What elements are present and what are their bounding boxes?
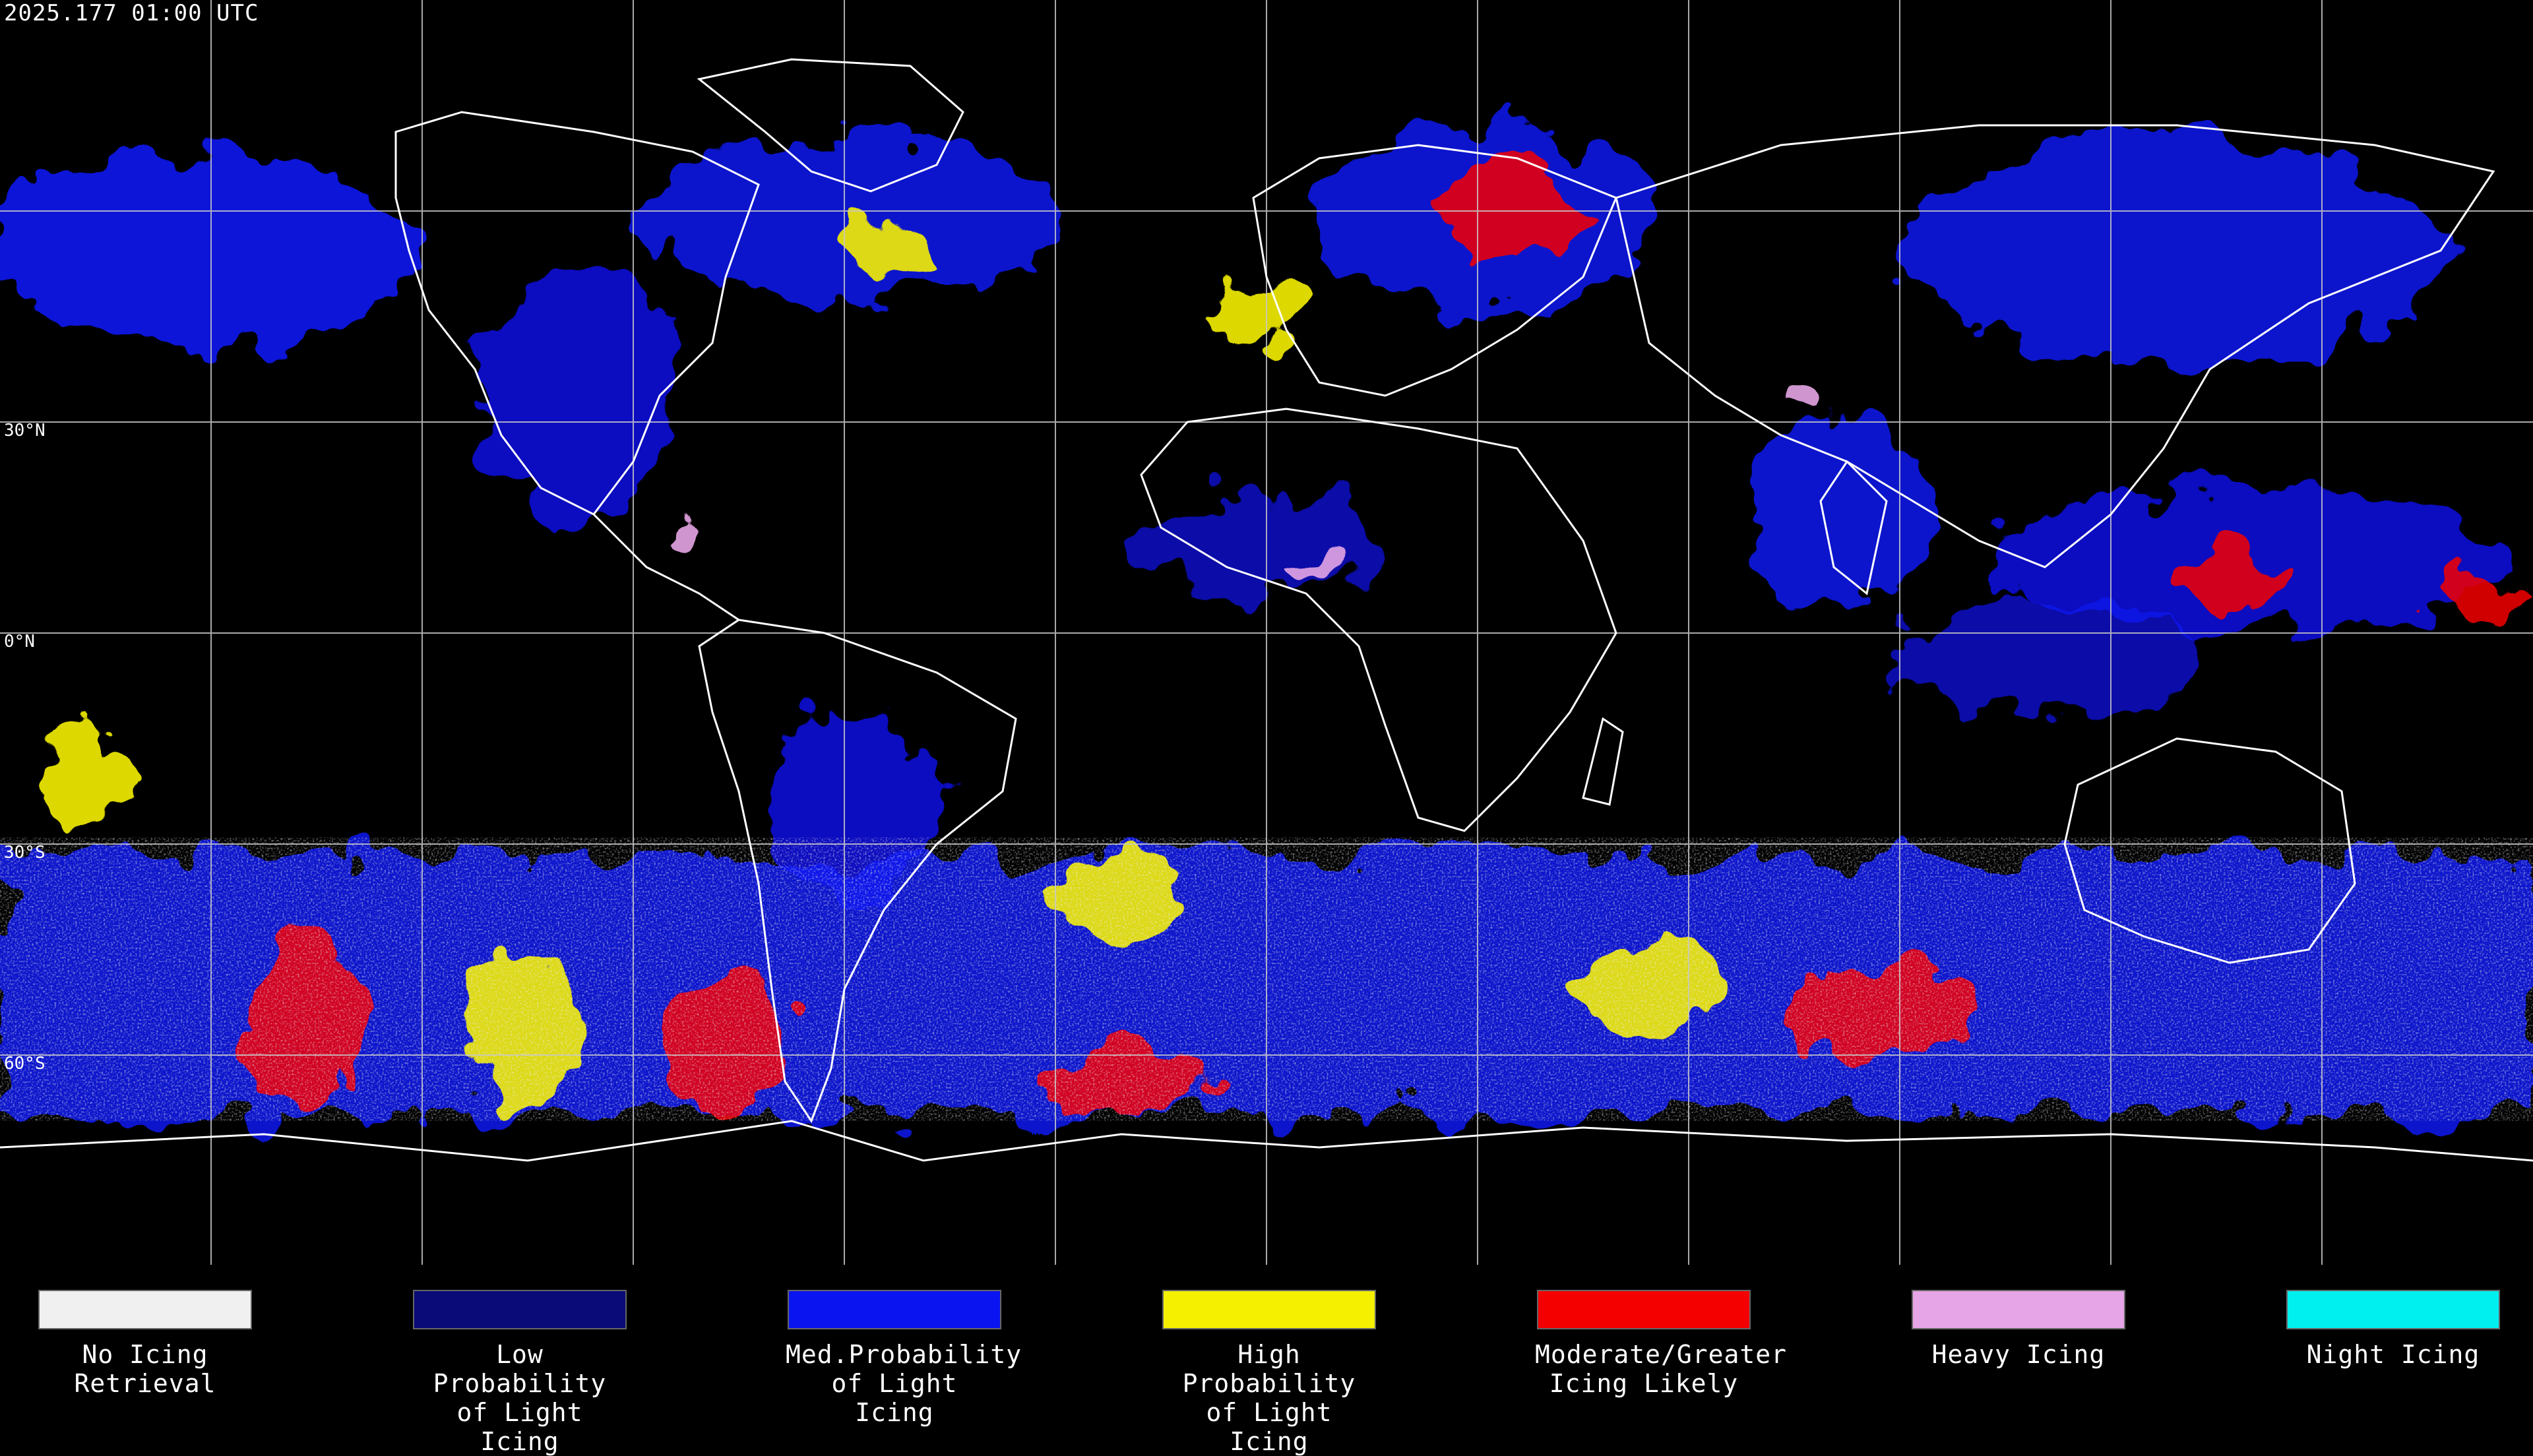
legend-item-low-probability: Low Probability of Light Icing <box>411 1290 629 1456</box>
legend-item-no-icing: No Icing Retrieval <box>36 1290 254 1398</box>
graticule <box>0 0 2533 1265</box>
lat-label-30s: 30°S <box>4 843 46 863</box>
antarctica-coast <box>0 1120 2533 1162</box>
lat-label-30n: 30°N <box>4 421 46 440</box>
europe-coast <box>1252 144 1617 397</box>
legend-item-moderate-greater: Moderate/Greater Icing Likely <box>1535 1290 1788 1398</box>
africa-coast <box>1140 408 1617 832</box>
legend-item-med-probability: Med.Probability of Light Icing <box>786 1290 1022 1427</box>
northern-band <box>0 125 2493 633</box>
madagascar-coast <box>1582 717 1624 806</box>
india-coast <box>1819 460 1888 595</box>
lat-label-0n: 0°N <box>4 632 35 652</box>
legend-item-night-icing: Night Icing <box>2284 1290 2502 1369</box>
lat-label-60s: 60°S <box>4 1054 46 1074</box>
legend-swatch <box>788 1290 1001 1329</box>
legend-swatch <box>413 1290 627 1329</box>
legend-label: Low Probability of Light Icing <box>433 1340 607 1456</box>
legend-swatch <box>38 1290 252 1329</box>
legend-label: Heavy Icing <box>1931 1340 2106 1369</box>
asia-coast <box>1615 124 2495 568</box>
legend-label: Med.Probability of Light Icing <box>786 1340 1022 1427</box>
legend-label: Night Icing <box>2306 1340 2480 1369</box>
icing-map <box>0 0 2533 1265</box>
heavy-regions <box>653 388 1814 587</box>
legend-swatch <box>1912 1290 2125 1329</box>
south-america-coast <box>698 619 1017 1124</box>
legend-item-heavy-icing: Heavy Icing <box>1910 1290 2127 1369</box>
coastlines <box>0 58 2533 1162</box>
legend-item-high-probability: High Probability of Light Icing <box>1160 1290 1378 1456</box>
central-america-coast <box>592 513 739 621</box>
legend-label: Moderate/Greater Icing Likely <box>1535 1340 1788 1398</box>
greenland-coast <box>697 58 964 193</box>
legend-label: No Icing Retrieval <box>74 1340 216 1398</box>
legend-swatch <box>2286 1290 2500 1329</box>
timestamp: 2025.177 01:00 UTC <box>4 0 259 26</box>
legend-swatch <box>1162 1290 1376 1329</box>
legend: No Icing Retrieval Low Probability of Li… <box>0 1265 2533 1456</box>
australia-coast <box>2063 737 2356 964</box>
legend-swatch <box>1537 1290 1751 1329</box>
legend-label: High Probability of Light Icing <box>1182 1340 1356 1456</box>
north-america-coast <box>394 111 760 516</box>
